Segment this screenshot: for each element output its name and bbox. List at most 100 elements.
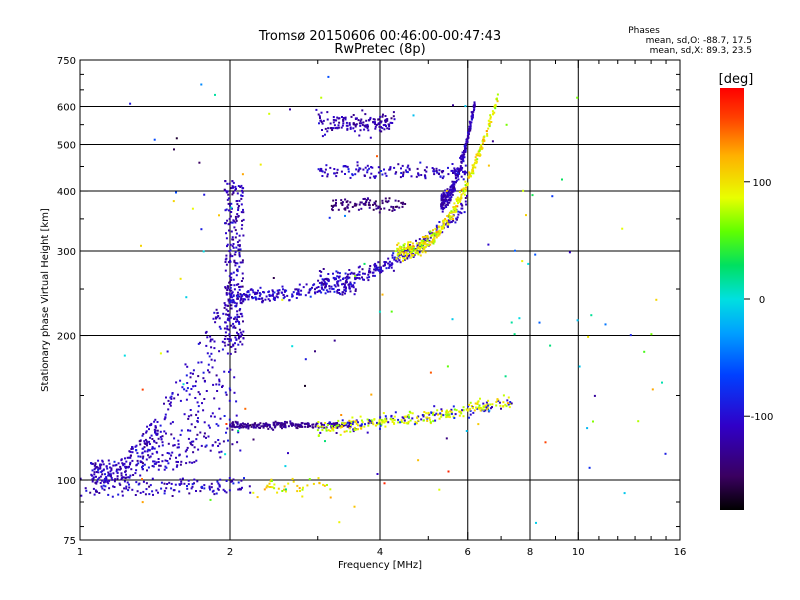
data-point (395, 257, 398, 260)
data-point (419, 243, 421, 246)
data-point (246, 425, 248, 428)
data-point (320, 422, 323, 425)
data-point (234, 189, 237, 192)
data-point (471, 407, 474, 409)
data-point (281, 490, 284, 492)
data-point (388, 208, 391, 211)
data-point (163, 468, 166, 471)
data-point (228, 315, 231, 318)
data-point (317, 426, 320, 429)
data-point (336, 289, 339, 291)
data-point (141, 468, 144, 471)
data-point (405, 415, 408, 418)
data-point (228, 222, 231, 225)
data-point (339, 293, 342, 296)
data-point (424, 242, 427, 245)
data-point (486, 405, 489, 408)
data-point (186, 485, 188, 487)
data-point (125, 465, 128, 468)
data-point (471, 118, 473, 121)
data-point (190, 487, 193, 490)
data-point (357, 208, 360, 211)
data-point (363, 174, 366, 177)
data-point (450, 169, 453, 172)
data-point (270, 478, 273, 481)
data-point (358, 277, 361, 280)
data-point (474, 161, 477, 164)
data-point (402, 417, 405, 420)
data-point (157, 458, 160, 460)
data-point (172, 200, 175, 203)
data-point (432, 240, 434, 243)
data-point (621, 227, 624, 230)
data-point (392, 206, 395, 208)
data-point (467, 131, 469, 134)
data-point (363, 262, 366, 265)
data-point (332, 118, 335, 121)
data-point (112, 464, 115, 467)
data-point (361, 421, 364, 424)
data-point (354, 275, 357, 278)
data-point (351, 173, 354, 176)
data-point (302, 486, 304, 489)
data-point (335, 202, 337, 204)
x-tick-label: 2 (227, 547, 233, 558)
data-point (354, 290, 357, 292)
data-point (304, 384, 306, 387)
data-point (465, 144, 467, 147)
data-point (247, 290, 250, 293)
data-point (437, 234, 440, 237)
data-point (205, 390, 208, 392)
data-point (421, 246, 424, 249)
data-point (246, 295, 249, 298)
data-point (363, 425, 366, 428)
data-point (232, 326, 235, 329)
data-point (242, 320, 244, 323)
data-point (381, 199, 384, 202)
data-point (165, 432, 167, 435)
data-point (103, 481, 105, 484)
data-point (98, 467, 101, 470)
data-point (190, 388, 193, 390)
data-point (124, 467, 127, 470)
data-point (317, 168, 320, 171)
data-point (223, 370, 226, 373)
data-point (163, 402, 165, 405)
data-point (318, 282, 321, 284)
data-point (326, 130, 329, 133)
data-point (237, 431, 240, 434)
data-point (448, 193, 451, 196)
data-point (364, 203, 367, 206)
data-point (150, 434, 153, 437)
data-point (290, 423, 293, 426)
data-point (268, 295, 271, 297)
data-point (269, 480, 272, 483)
data-point (238, 286, 241, 288)
data-point (201, 402, 203, 405)
data-point (586, 427, 589, 430)
data-point (300, 289, 303, 292)
data-point (234, 262, 237, 264)
data-point (375, 207, 378, 210)
data-point (466, 138, 468, 141)
data-point (418, 238, 421, 241)
data-point (333, 168, 336, 170)
data-point (468, 127, 471, 130)
data-point (291, 345, 294, 348)
data-point (446, 193, 449, 196)
data-point (368, 204, 371, 207)
data-point (476, 403, 479, 405)
data-point (204, 331, 207, 334)
data-point (135, 444, 138, 447)
x-tick-label: 10 (572, 547, 585, 558)
data-point (119, 467, 122, 470)
data-point (238, 253, 241, 256)
data-point (195, 459, 198, 462)
data-point (161, 435, 164, 438)
data-point (408, 249, 411, 252)
data-point (394, 205, 397, 208)
data-point (237, 481, 240, 484)
data-point (389, 121, 392, 124)
data-point (469, 413, 472, 416)
data-point (139, 491, 142, 494)
